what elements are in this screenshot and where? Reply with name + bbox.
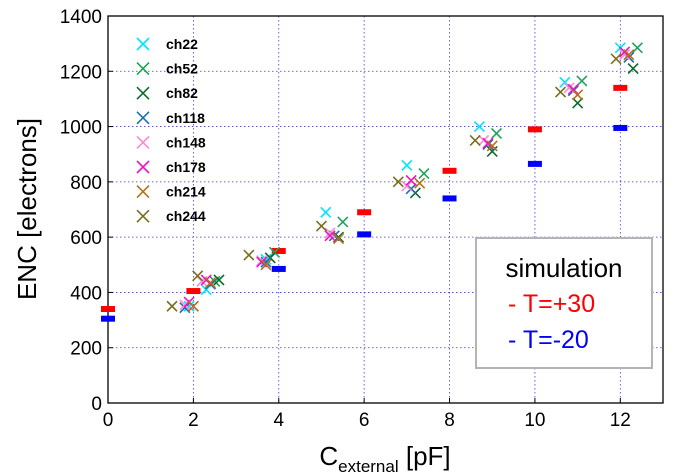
x-tick-label: 2 [188,410,199,431]
simulation-title: simulation [505,253,622,283]
data-point [337,216,349,228]
y-tick-label: 0 [91,394,102,415]
data-point [200,284,212,296]
legend-marker [136,37,150,51]
data-point [486,145,498,158]
data-point [320,206,332,218]
data-point [576,75,588,87]
simulation-entry: - T=-20 [508,326,589,354]
legend-label: ch148 [166,134,206,150]
y-tick-label: 1000 [60,118,102,139]
data-point [572,97,584,109]
simulation-marks [101,84,628,322]
data-point [559,76,571,88]
simulation-entry: - T=+30 [508,290,595,318]
data-point [213,274,225,286]
x-axis-title-main: C [319,441,338,471]
simulation-mark [101,306,115,313]
data-point [192,270,204,282]
x-axis-title-sub: external [338,457,398,473]
data-point [627,62,639,75]
x-tick-label: 6 [359,410,370,431]
y-axis-title: ENC [electrons] [12,118,42,300]
legend-marker [136,185,150,199]
x-tick-label: 12 [610,410,631,431]
data-point [572,89,584,101]
simulation-mark [527,126,542,133]
data-point [260,259,272,271]
simulation-mark [186,288,201,295]
simulation-mark [271,247,286,254]
simulation-mark [442,167,457,174]
data-point [324,230,336,242]
simulation-mark [271,265,286,272]
y-tick-label: 200 [70,339,102,360]
data-point [623,49,635,61]
data-point [405,174,417,187]
y-tick-label: 1200 [60,62,102,83]
legend-marker [136,62,150,76]
legend-label: ch118 [166,110,205,126]
simulation-box: simulation - T=+30 - T=-20 [475,237,653,369]
legend-label: ch82 [166,85,198,101]
legend-label: ch22 [166,36,198,52]
data-point [243,249,255,261]
simulation-mark [442,195,457,202]
axis-ticks: 0 2 4 6 8 10 12 0 200 400 600 800 1000 1200 1400 [60,7,631,431]
data-point [332,232,345,245]
legend-marker [136,160,150,174]
simulation-mark [613,124,628,131]
x-tick-label: 10 [524,410,545,431]
data-point [473,121,485,133]
data-point [315,220,328,232]
x-tick-label: 8 [444,410,455,431]
plot-frame [107,15,664,404]
legend-label: ch214 [166,184,206,200]
data-point [554,86,567,98]
legend-marker [136,111,150,125]
data-point [567,83,579,95]
data-point [324,227,336,239]
data-point [401,180,413,192]
legend-label: ch52 [166,61,198,77]
data-points [166,42,643,314]
simulation-box-frame [475,237,653,369]
data-point [610,53,622,65]
legend-marker [136,86,150,100]
x-axis-title: Cexternal [pF] [319,441,450,473]
data-point [619,49,631,61]
simulation-mark [101,315,115,322]
data-point [469,134,481,146]
data-point [268,246,281,258]
y-tick-label: 1400 [60,7,102,28]
data-point [401,159,413,171]
legend-marker [136,135,150,149]
data-point [204,277,217,289]
legend: ch22 ch52 ch82 ch118 ch148 ch178 ch214 ch244 [136,36,206,224]
legend-label: ch178 [166,159,206,175]
data-point [166,300,178,312]
grid [108,16,663,403]
data-point [631,42,643,54]
y-tick-label: 800 [70,173,102,194]
data-point [418,167,430,180]
data-point [414,177,426,189]
simulation-mark [357,209,372,216]
data-point [486,140,498,152]
simulation-mark [527,160,542,167]
y-tick-label: 400 [70,283,102,304]
data-point [392,176,404,188]
legend-label: ch244 [166,208,206,224]
x-tick-label: 0 [103,410,114,431]
data-point [187,300,199,312]
x-tick-label: 4 [273,410,284,431]
x-axis-title-unit: [pF] [399,441,451,471]
simulation-mark [357,231,372,238]
y-tick-label: 600 [70,228,102,249]
legend-marker [136,209,150,223]
simulation-mark [613,84,628,91]
data-point [490,127,503,140]
